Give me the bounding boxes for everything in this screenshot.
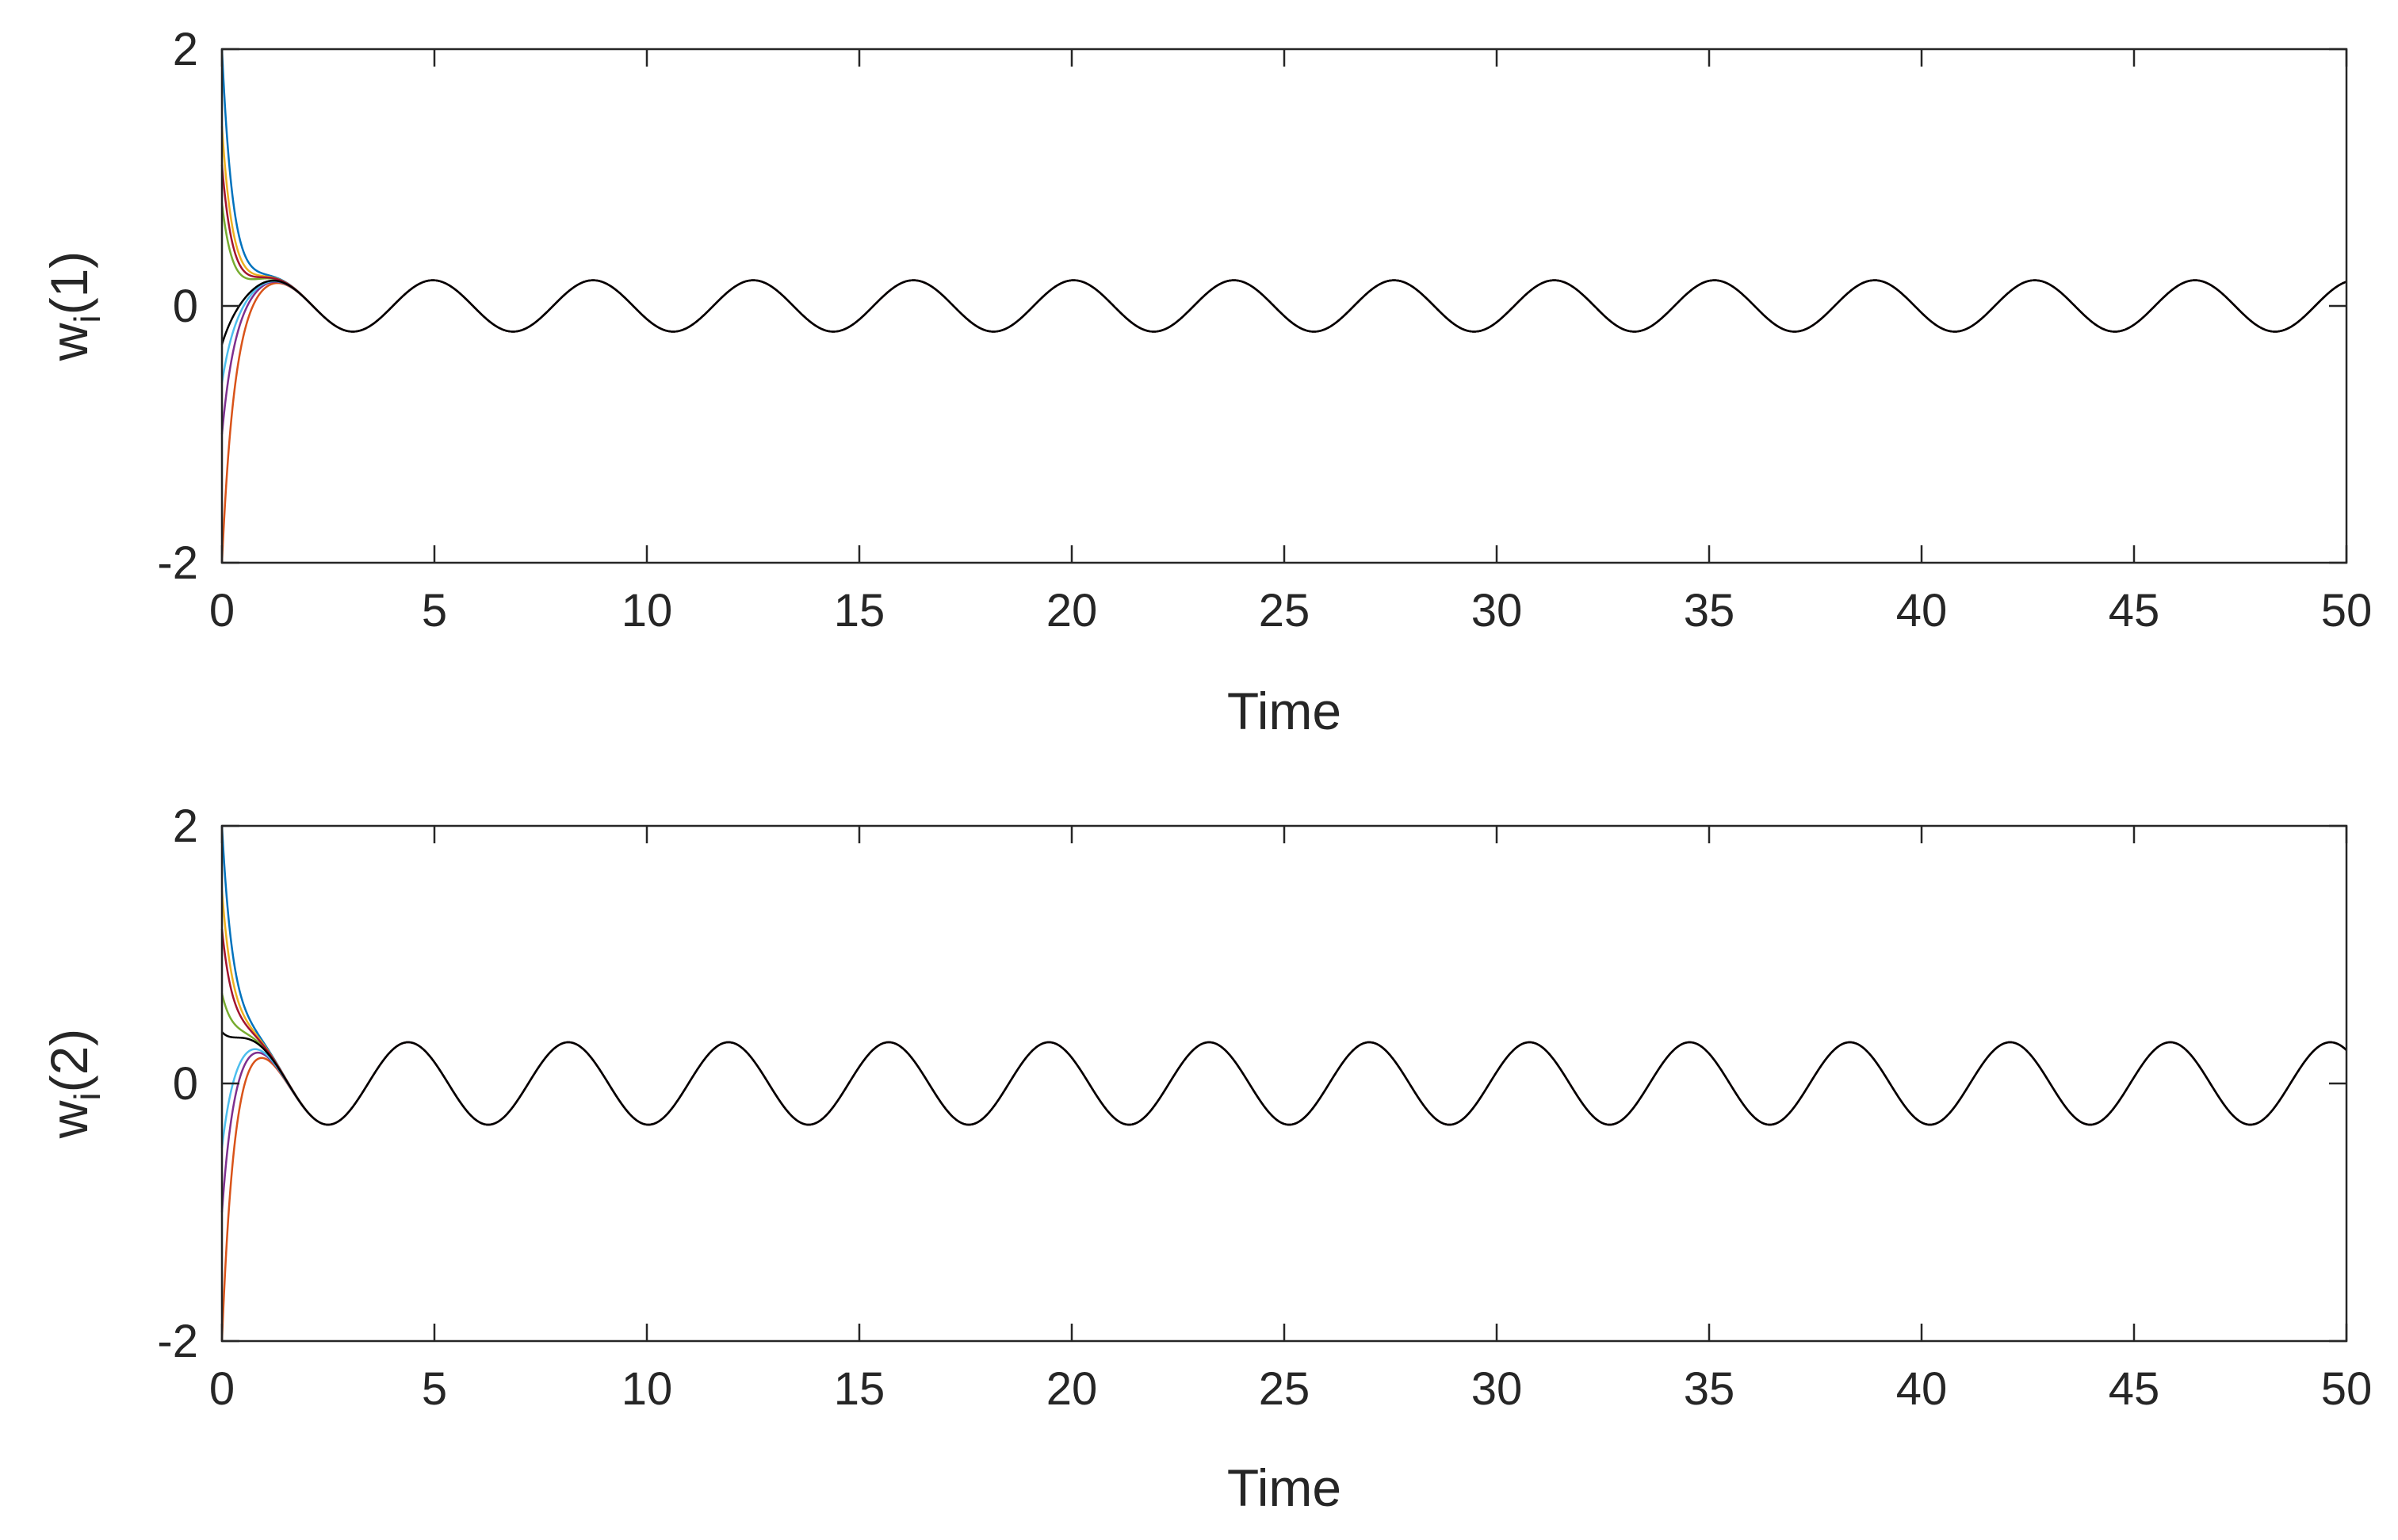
x-tick-label: 0: [209, 585, 235, 636]
x-tick-label: 20: [1046, 1363, 1098, 1415]
series-line-5: [220, 1041, 2347, 1149]
series-line-3: [220, 279, 2347, 436]
series-line-7: [220, 279, 2347, 346]
series-line-0: [220, 48, 2347, 333]
x-tick-label: 45: [2109, 585, 2160, 636]
x-tick-label: 15: [834, 585, 885, 636]
series-line-0: [220, 824, 2347, 1126]
x-tick-label: 5: [422, 585, 447, 636]
y-tick-label: 2: [173, 24, 198, 75]
y-axis-label: wi(2): [40, 1029, 108, 1140]
series-line-4: [220, 202, 2347, 333]
y-axis-label: wi(1): [40, 251, 108, 362]
series-line-5: [220, 279, 2347, 384]
y-tick-label: -2: [157, 1316, 198, 1367]
series-line-1: [220, 1041, 2347, 1343]
y-tick-label: 2: [173, 801, 198, 852]
series-line-1: [220, 279, 2347, 564]
x-tick-label: 25: [1259, 585, 1310, 636]
x-tick-label: 15: [834, 1363, 885, 1415]
series-line-2: [220, 125, 2347, 333]
x-tick-label: 40: [1896, 1363, 1948, 1415]
axes-box: [220, 48, 2348, 564]
x-axis-label: Time: [1227, 1458, 1341, 1517]
series-line-4: [220, 992, 2347, 1126]
x-tick-label: 20: [1046, 585, 1098, 636]
x-tick-label: 35: [1684, 585, 1735, 636]
x-tick-label: 40: [1896, 585, 1948, 636]
series-line-7: [220, 1030, 2347, 1126]
x-tick-label: 50: [2321, 1363, 2373, 1415]
series-line-3: [220, 1041, 2347, 1213]
x-tick-label: 35: [1684, 1363, 1735, 1415]
x-axis-label: Time: [1227, 682, 1341, 740]
x-tick-label: 10: [621, 1363, 673, 1415]
axes-box: [220, 824, 2348, 1343]
x-tick-label: 50: [2321, 585, 2373, 636]
series-line-6: [220, 163, 2347, 333]
x-tick-label: 30: [1471, 585, 1523, 636]
x-tick-label: 25: [1259, 1363, 1310, 1415]
x-tick-label: 0: [209, 1363, 235, 1415]
x-tick-label: 10: [621, 585, 673, 636]
series-line-6: [220, 927, 2347, 1126]
x-tick-label: 30: [1471, 1363, 1523, 1415]
x-tick-label: 45: [2109, 1363, 2160, 1415]
series-line-2: [220, 889, 2347, 1126]
y-tick-label: 0: [173, 281, 198, 332]
x-tick-label: 5: [422, 1363, 447, 1415]
y-tick-label: -2: [157, 537, 198, 589]
y-tick-label: 0: [173, 1058, 198, 1110]
